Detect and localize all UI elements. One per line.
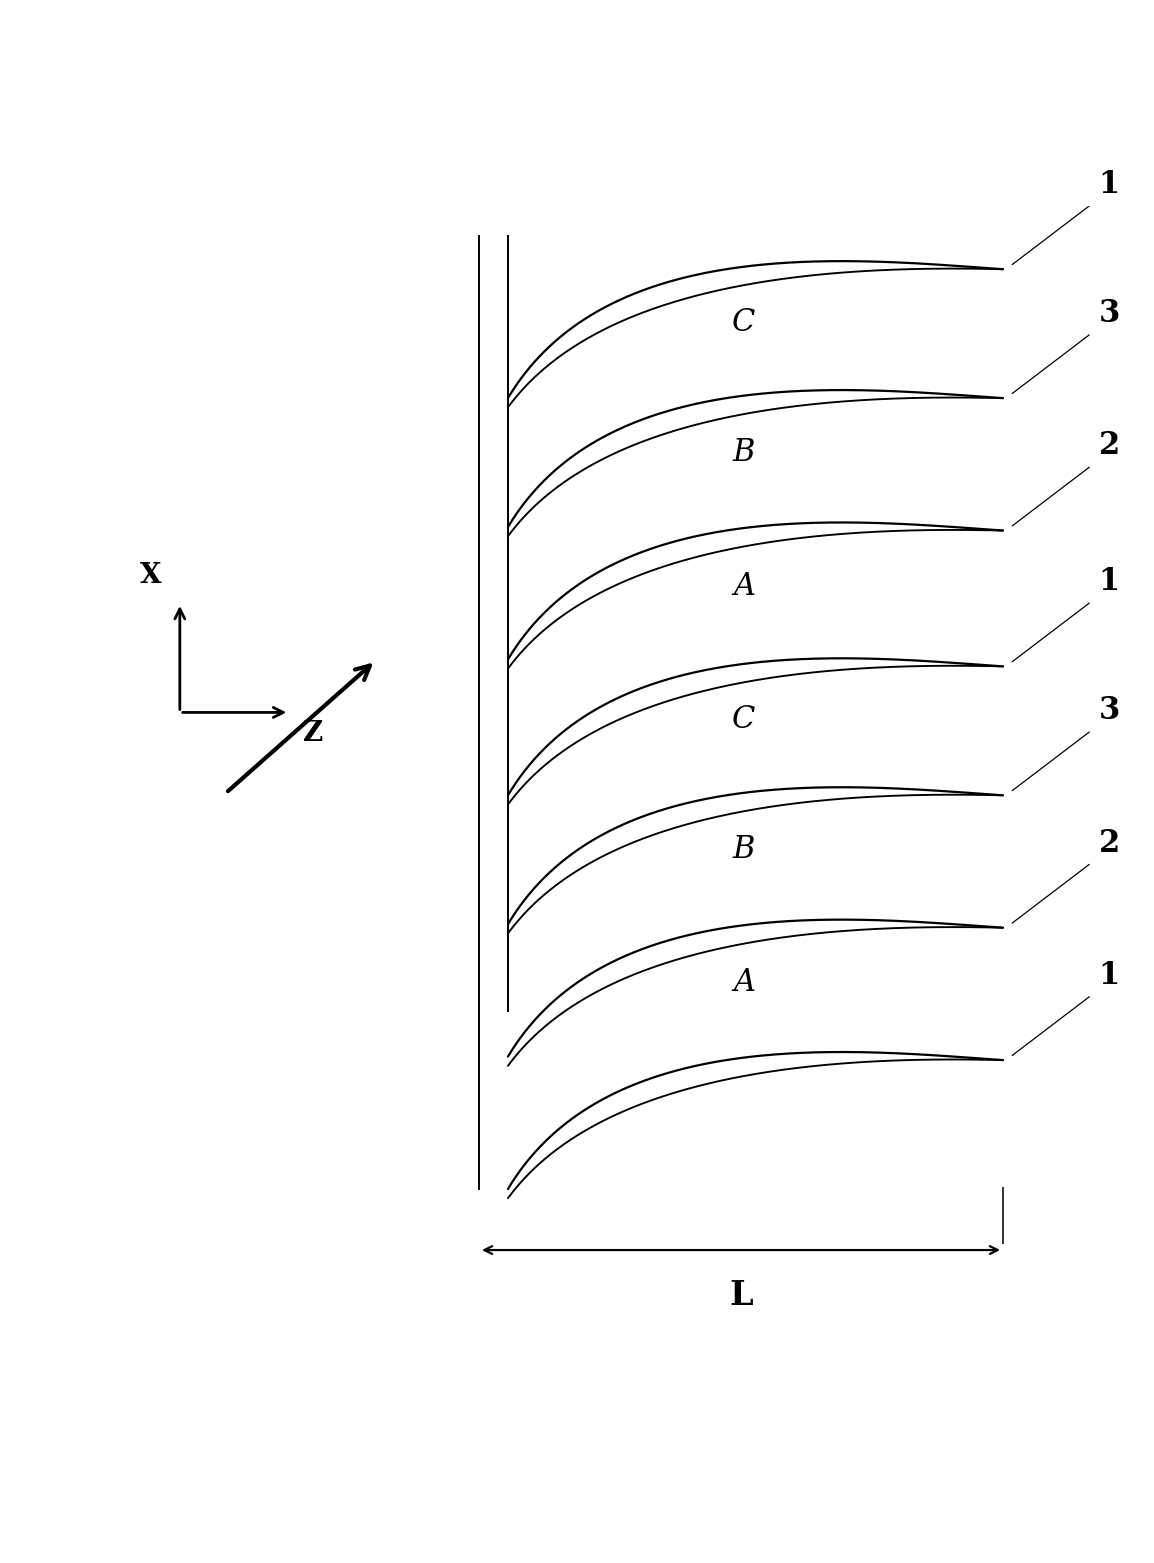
Text: 3: 3: [1099, 696, 1119, 727]
Text: C: C: [733, 306, 756, 338]
Text: A: A: [733, 967, 755, 997]
Text: Z: Z: [304, 719, 323, 747]
Text: B: B: [733, 438, 755, 469]
Text: L: L: [729, 1279, 752, 1311]
Text: 2: 2: [1099, 828, 1119, 858]
Text: 1: 1: [1099, 566, 1119, 597]
Text: 2: 2: [1099, 430, 1119, 461]
Text: B: B: [733, 835, 755, 866]
Text: A: A: [733, 572, 755, 602]
Text: 1: 1: [1099, 960, 1119, 991]
Text: 3: 3: [1099, 299, 1119, 330]
Text: C: C: [733, 703, 756, 735]
Text: X: X: [141, 563, 162, 589]
Text: 1: 1: [1099, 169, 1119, 200]
